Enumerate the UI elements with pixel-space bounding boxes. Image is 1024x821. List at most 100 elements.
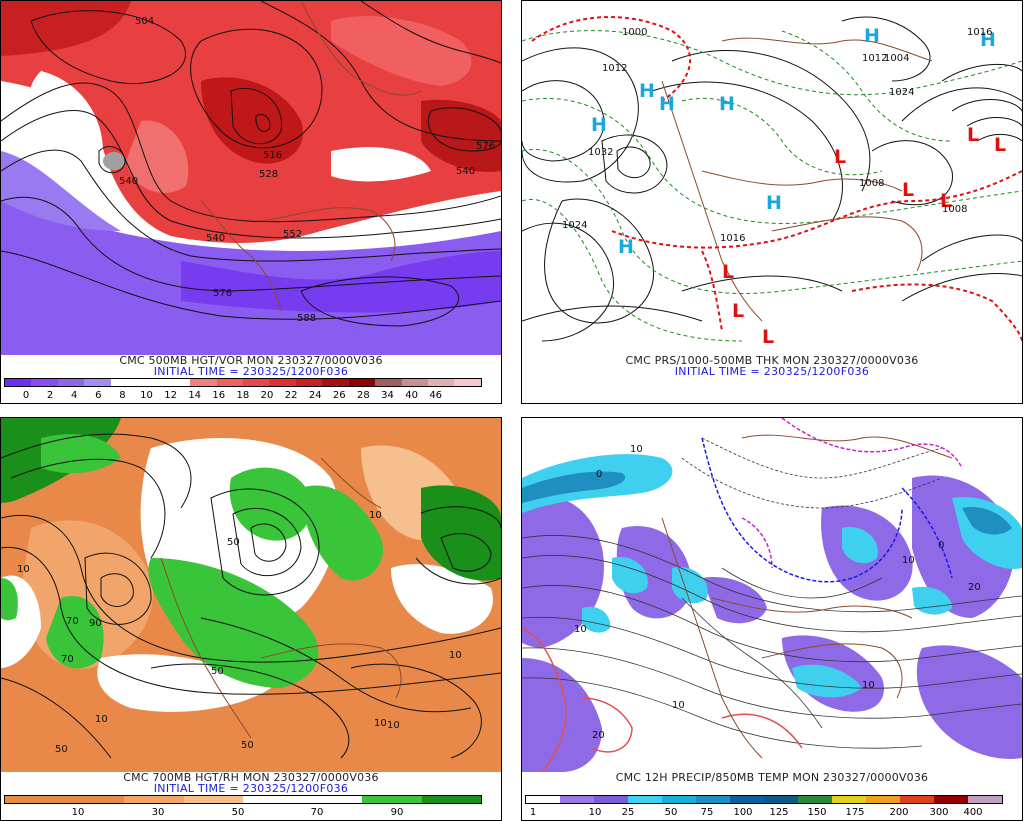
contour-label: 576: [476, 141, 495, 152]
isobar-label: 1008: [942, 204, 967, 215]
colorbar-tick-label: 90: [390, 807, 404, 818]
panel-border: [521, 417, 1023, 821]
panel-border: [521, 0, 1023, 404]
colorbar-swatch: [243, 796, 303, 803]
colorbar: [4, 378, 482, 387]
colorbar-swatch: [798, 796, 832, 803]
colorbar-tick-label: 10: [588, 807, 602, 818]
colorbar-tick-label: 400: [963, 807, 983, 818]
isobar-label: 1032: [588, 147, 613, 158]
high-pressure-marker: H: [639, 80, 655, 102]
high-pressure-marker: H: [618, 236, 634, 258]
rh-label: 10: [369, 510, 382, 521]
rh-label: 90: [89, 618, 102, 629]
temp-label: 10: [902, 555, 915, 566]
contour-label: 504: [135, 16, 154, 27]
contour-label: 588: [297, 313, 316, 324]
colorbar-tick-label: 30: [151, 807, 165, 818]
colorbar-swatch: [730, 796, 764, 803]
colorbar-swatch: [934, 796, 968, 803]
contour-label: 528: [259, 169, 278, 180]
colorbar-swatch: [764, 796, 798, 803]
colorbar-tick-label: 50: [664, 807, 678, 818]
panel-init-time: INITIAL TIME = 230325/1200F036: [674, 365, 870, 378]
high-pressure-marker: H: [766, 192, 782, 214]
colorbar-tick-label: 25: [621, 807, 635, 818]
colorbar-swatch: [832, 796, 866, 803]
colorbar-swatch: [594, 796, 628, 803]
colorbar-tick-label: 10: [71, 807, 85, 818]
temp-label: 10: [672, 700, 685, 711]
low-pressure-marker: L: [967, 124, 979, 146]
panel-pressure-thickness: H H H H H H H H L L L L L L L L 1000 101…: [521, 0, 1023, 404]
temp-label: 20: [968, 582, 981, 593]
contour-label: 540: [456, 166, 475, 177]
colorbar-tick-label: 10: [140, 390, 153, 401]
colorbar-tick-label: 150: [807, 807, 827, 818]
colorbar-swatch: [64, 796, 124, 803]
panel-init-time: INITIAL TIME = 230325/1200F036: [153, 782, 349, 795]
colorbar-tick-label: 40: [405, 390, 418, 401]
colorbar-swatch: [163, 379, 191, 386]
low-pressure-marker: L: [762, 326, 774, 348]
temp-label: 10: [630, 444, 643, 455]
colorbar-swatch: [401, 379, 428, 386]
panel-title: CMC 500MB HGT/VOR MON 230327/0000V036: [119, 354, 383, 367]
colorbar-tick-label: 300: [929, 807, 949, 818]
colorbar-swatch: [302, 796, 362, 803]
colorbar-swatch: [110, 379, 138, 386]
isobar-label: 1012: [862, 53, 887, 64]
colorbar-swatch: [428, 379, 455, 386]
colorbar-swatch: [31, 379, 58, 386]
colorbar-swatch: [5, 796, 65, 803]
low-pressure-marker: L: [732, 300, 744, 322]
contour-label: 516: [263, 150, 282, 161]
rh-label: 70: [61, 654, 74, 665]
rh-label: 70: [66, 616, 79, 627]
colorbar-swatch: [375, 379, 402, 386]
high-pressure-marker: H: [591, 114, 607, 136]
colorbar-swatch: [216, 379, 243, 386]
colorbar: [4, 795, 482, 804]
colorbar-swatch: [526, 796, 560, 803]
colorbar-swatch: [190, 379, 217, 386]
panel-init-time: INITIAL TIME = 230325/1200F036: [153, 365, 349, 378]
colorbar-swatch: [866, 796, 900, 803]
high-pressure-marker: H: [719, 93, 735, 115]
colorbar-tick-label: 125: [769, 807, 789, 818]
isobar-label: 1024: [889, 87, 914, 98]
isobar-label: 1024: [562, 220, 587, 231]
colorbar-tick-label: 22: [284, 390, 298, 401]
map-pressure-thickness: H H H H H H H H L L L L L L L L 1000 101…: [522, 1, 1022, 355]
contour-label: 576: [213, 288, 232, 299]
colorbar-swatch: [662, 796, 696, 803]
colorbar-tick-label: 75: [700, 807, 714, 818]
rh-label: 50: [241, 740, 254, 751]
colorbar-tick-label: 12: [164, 390, 177, 401]
colorbar-tick-label: 28: [357, 390, 370, 401]
colorbar-swatch: [348, 379, 376, 386]
colorbar-tick-label: 200: [889, 807, 909, 818]
temp-label: 20: [592, 730, 605, 741]
isobar-label: 1008: [859, 178, 884, 189]
high-pressure-marker: H: [659, 93, 675, 115]
panel-precip-850mb-temp: 10 0 10 20 10 0 10 10 20 CMC 12H PRECIP/…: [521, 417, 1023, 821]
contour-label: 540: [119, 176, 138, 187]
colorbar-tick-label: 0: [22, 390, 30, 401]
isobar-label: 1012: [602, 63, 627, 74]
colorbar-swatch: [421, 796, 481, 803]
colorbar-tick-label: 1: [529, 807, 537, 818]
isobar-label: 1016: [720, 233, 745, 244]
colorbar-tick-label: 100: [733, 807, 753, 818]
panel-title: CMC PRS/1000-500MB THK MON 230327/0000V0…: [625, 354, 919, 367]
colorbar-tick-label: 70: [310, 807, 324, 818]
colorbar-tick-label: 26: [332, 390, 346, 401]
contour-label: 552: [283, 229, 302, 240]
low-pressure-marker: L: [722, 261, 734, 283]
rh-label: 10: [387, 720, 400, 731]
colorbar-swatch: [84, 379, 111, 386]
colorbar-tick-label: 175: [845, 807, 865, 818]
isobar-label: 1016: [967, 27, 992, 38]
rh-label: 50: [55, 744, 68, 755]
colorbar-tick-label: 20: [260, 390, 274, 401]
